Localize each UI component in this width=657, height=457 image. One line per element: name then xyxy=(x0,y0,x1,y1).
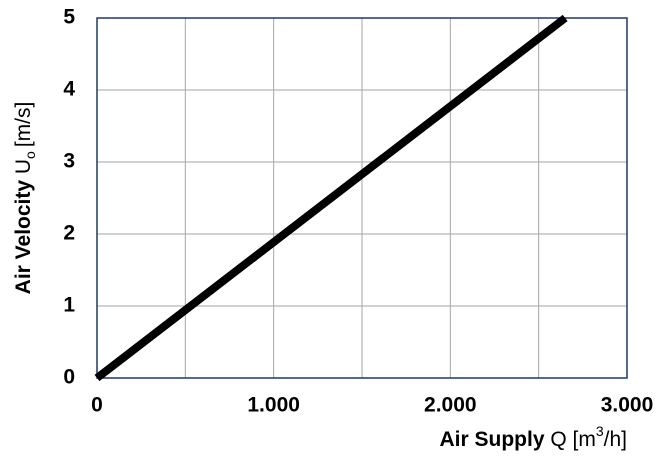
y-tick-label: 1 xyxy=(63,294,75,317)
x-tick-label: 1.000 xyxy=(247,394,300,417)
x-tick-label: 2.000 xyxy=(424,394,477,417)
x-label-normal: Q [m xyxy=(550,428,596,451)
y-label-sub: o xyxy=(22,151,38,159)
y-axis-label: Air Velocity Uo [m/s] xyxy=(12,102,38,295)
y-label-bold: Air Velocity xyxy=(12,180,35,295)
y-label-end: [m/s] xyxy=(12,102,35,148)
y-tick-label: 2 xyxy=(63,222,75,245)
x-label-sup: 3 xyxy=(596,423,604,439)
plot-frame xyxy=(96,17,628,379)
x-tick-label: 3.000 xyxy=(601,394,654,417)
y-tick-label: 5 xyxy=(63,6,75,29)
x-label-bold: Air Supply xyxy=(439,428,544,451)
y-label-normal: U xyxy=(12,159,35,174)
x-tick-label: 0 xyxy=(91,394,103,417)
x-label-end: /h] xyxy=(604,428,627,451)
y-tick-label: 0 xyxy=(63,366,75,389)
x-axis-label: Air Supply Q [m3/h] xyxy=(439,423,627,451)
y-tick-label: 3 xyxy=(63,150,75,173)
y-tick-label: 4 xyxy=(63,78,75,101)
data-line xyxy=(94,14,568,382)
